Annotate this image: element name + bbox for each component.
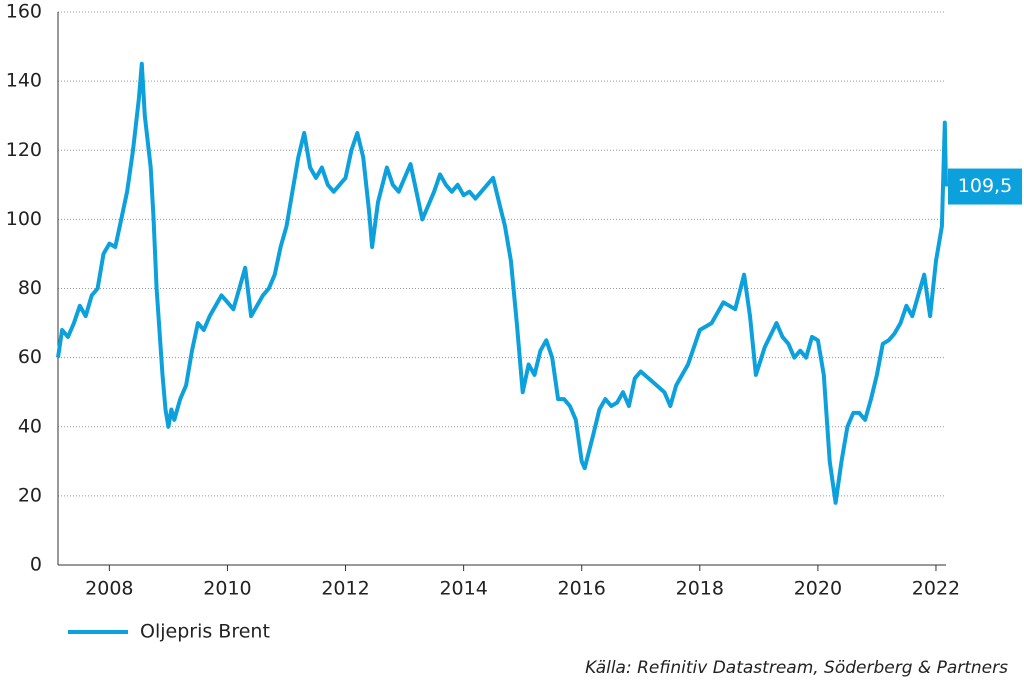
y-tick-label: 160 [6, 1, 42, 23]
x-tick-label: 2010 [203, 578, 251, 600]
x-tick-label: 2012 [321, 578, 369, 600]
value-tag [948, 168, 1022, 205]
y-tick-label: 140 [6, 70, 42, 92]
x-tick-label: 2008 [85, 578, 133, 600]
legend-label: Oljepris Brent [140, 621, 270, 643]
y-tick-label: 60 [18, 346, 42, 368]
y-tick-label: 20 [18, 484, 42, 506]
y-tick-label: 80 [18, 277, 42, 299]
source-note: Källa: Refinitiv Datastream, Söderberg &… [585, 658, 1008, 678]
x-tick-label: 2016 [558, 578, 606, 600]
y-tick-label: 120 [6, 139, 42, 161]
y-tick-label: 100 [6, 208, 42, 230]
x-tick-label: 2022 [912, 578, 960, 600]
data-line [56, 61, 948, 505]
value-tag-label: 109,5 [958, 175, 1012, 197]
x-tick-label: 2020 [794, 578, 842, 600]
y-tick-label: 0 [30, 554, 42, 576]
x-tick-label: 2014 [439, 578, 487, 600]
x-tick-label: 2018 [676, 578, 724, 600]
y-tick-label: 40 [18, 415, 42, 437]
